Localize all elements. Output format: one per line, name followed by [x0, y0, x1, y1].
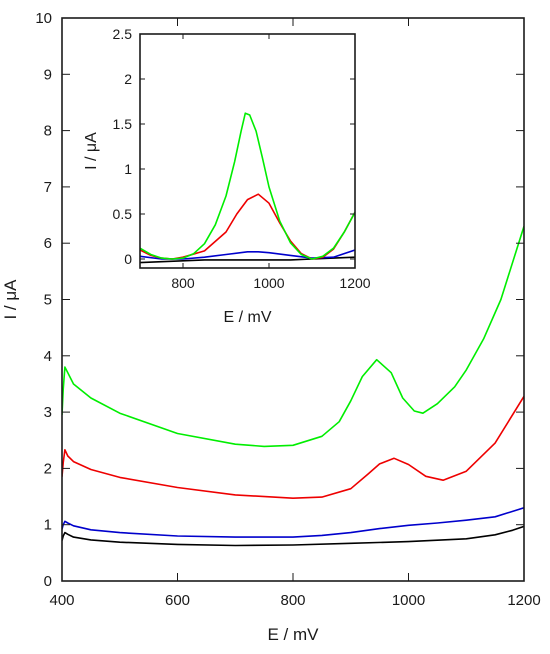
inset-y-tick-label: 0.5: [113, 206, 133, 222]
main-y-tick-label: 5: [44, 292, 52, 309]
main-y-tick-label: 1: [44, 517, 52, 534]
main-x-tick-label: 600: [165, 592, 190, 609]
main-x-tick-label: 1000: [392, 592, 425, 609]
main-y-tick-label: 10: [35, 10, 52, 27]
main-x-tick-label: 1200: [507, 592, 540, 609]
inset-chart: 800 1000 1200 0 0.5 1 1.5 2 2.5 E / mV I / μA: [83, 26, 371, 326]
inset-x-tick-label: 1000: [253, 275, 284, 291]
main-y-tick-label: 2: [44, 460, 52, 477]
main-y-tick-label: 0: [44, 573, 52, 590]
inset-x-axis-title: E / mV: [223, 309, 271, 326]
inset-x-tick-label: 1200: [339, 275, 370, 291]
inset-y-tick-label: 1: [124, 161, 132, 177]
inset-y-axis-title: I / μA: [83, 132, 100, 170]
main-y-tick-label: 3: [44, 404, 52, 421]
inset-series-line-4: [140, 112, 355, 260]
main-y-tick-label: 7: [44, 179, 52, 196]
inset-y-tick-label: 2.5: [113, 26, 133, 42]
main-y-tick-label: 8: [44, 123, 52, 140]
main-series-group: [62, 226, 524, 547]
main-y-axis-title: I / μA: [1, 279, 20, 320]
inset-y-tick-label: 1.5: [113, 116, 133, 132]
main-axes-frame: [61, 17, 525, 582]
inset-plot-area: [140, 34, 355, 268]
main-x-tick-label: 800: [280, 592, 305, 609]
main-series-line-1: [62, 525, 524, 547]
inset-y-tick-label: 2: [124, 71, 132, 87]
main-series-line-2: [62, 507, 524, 538]
inset-series-group: [140, 112, 355, 264]
main-x-tick-label: 400: [49, 592, 74, 609]
main-series-line-3: [62, 395, 524, 499]
main-y-tick-label: 6: [44, 235, 52, 252]
inset-y-tick-label: 0: [124, 251, 132, 267]
inset-x-tick-label: 800: [171, 275, 195, 291]
main-y-tick-label: 9: [44, 66, 52, 83]
main-y-tick-label: 4: [44, 348, 52, 365]
main-x-axis-title: E / mV: [267, 625, 319, 644]
main-series-line-4: [62, 226, 524, 448]
inset-series-line-1: [140, 256, 355, 264]
inset-axes-frame: [139, 33, 356, 269]
